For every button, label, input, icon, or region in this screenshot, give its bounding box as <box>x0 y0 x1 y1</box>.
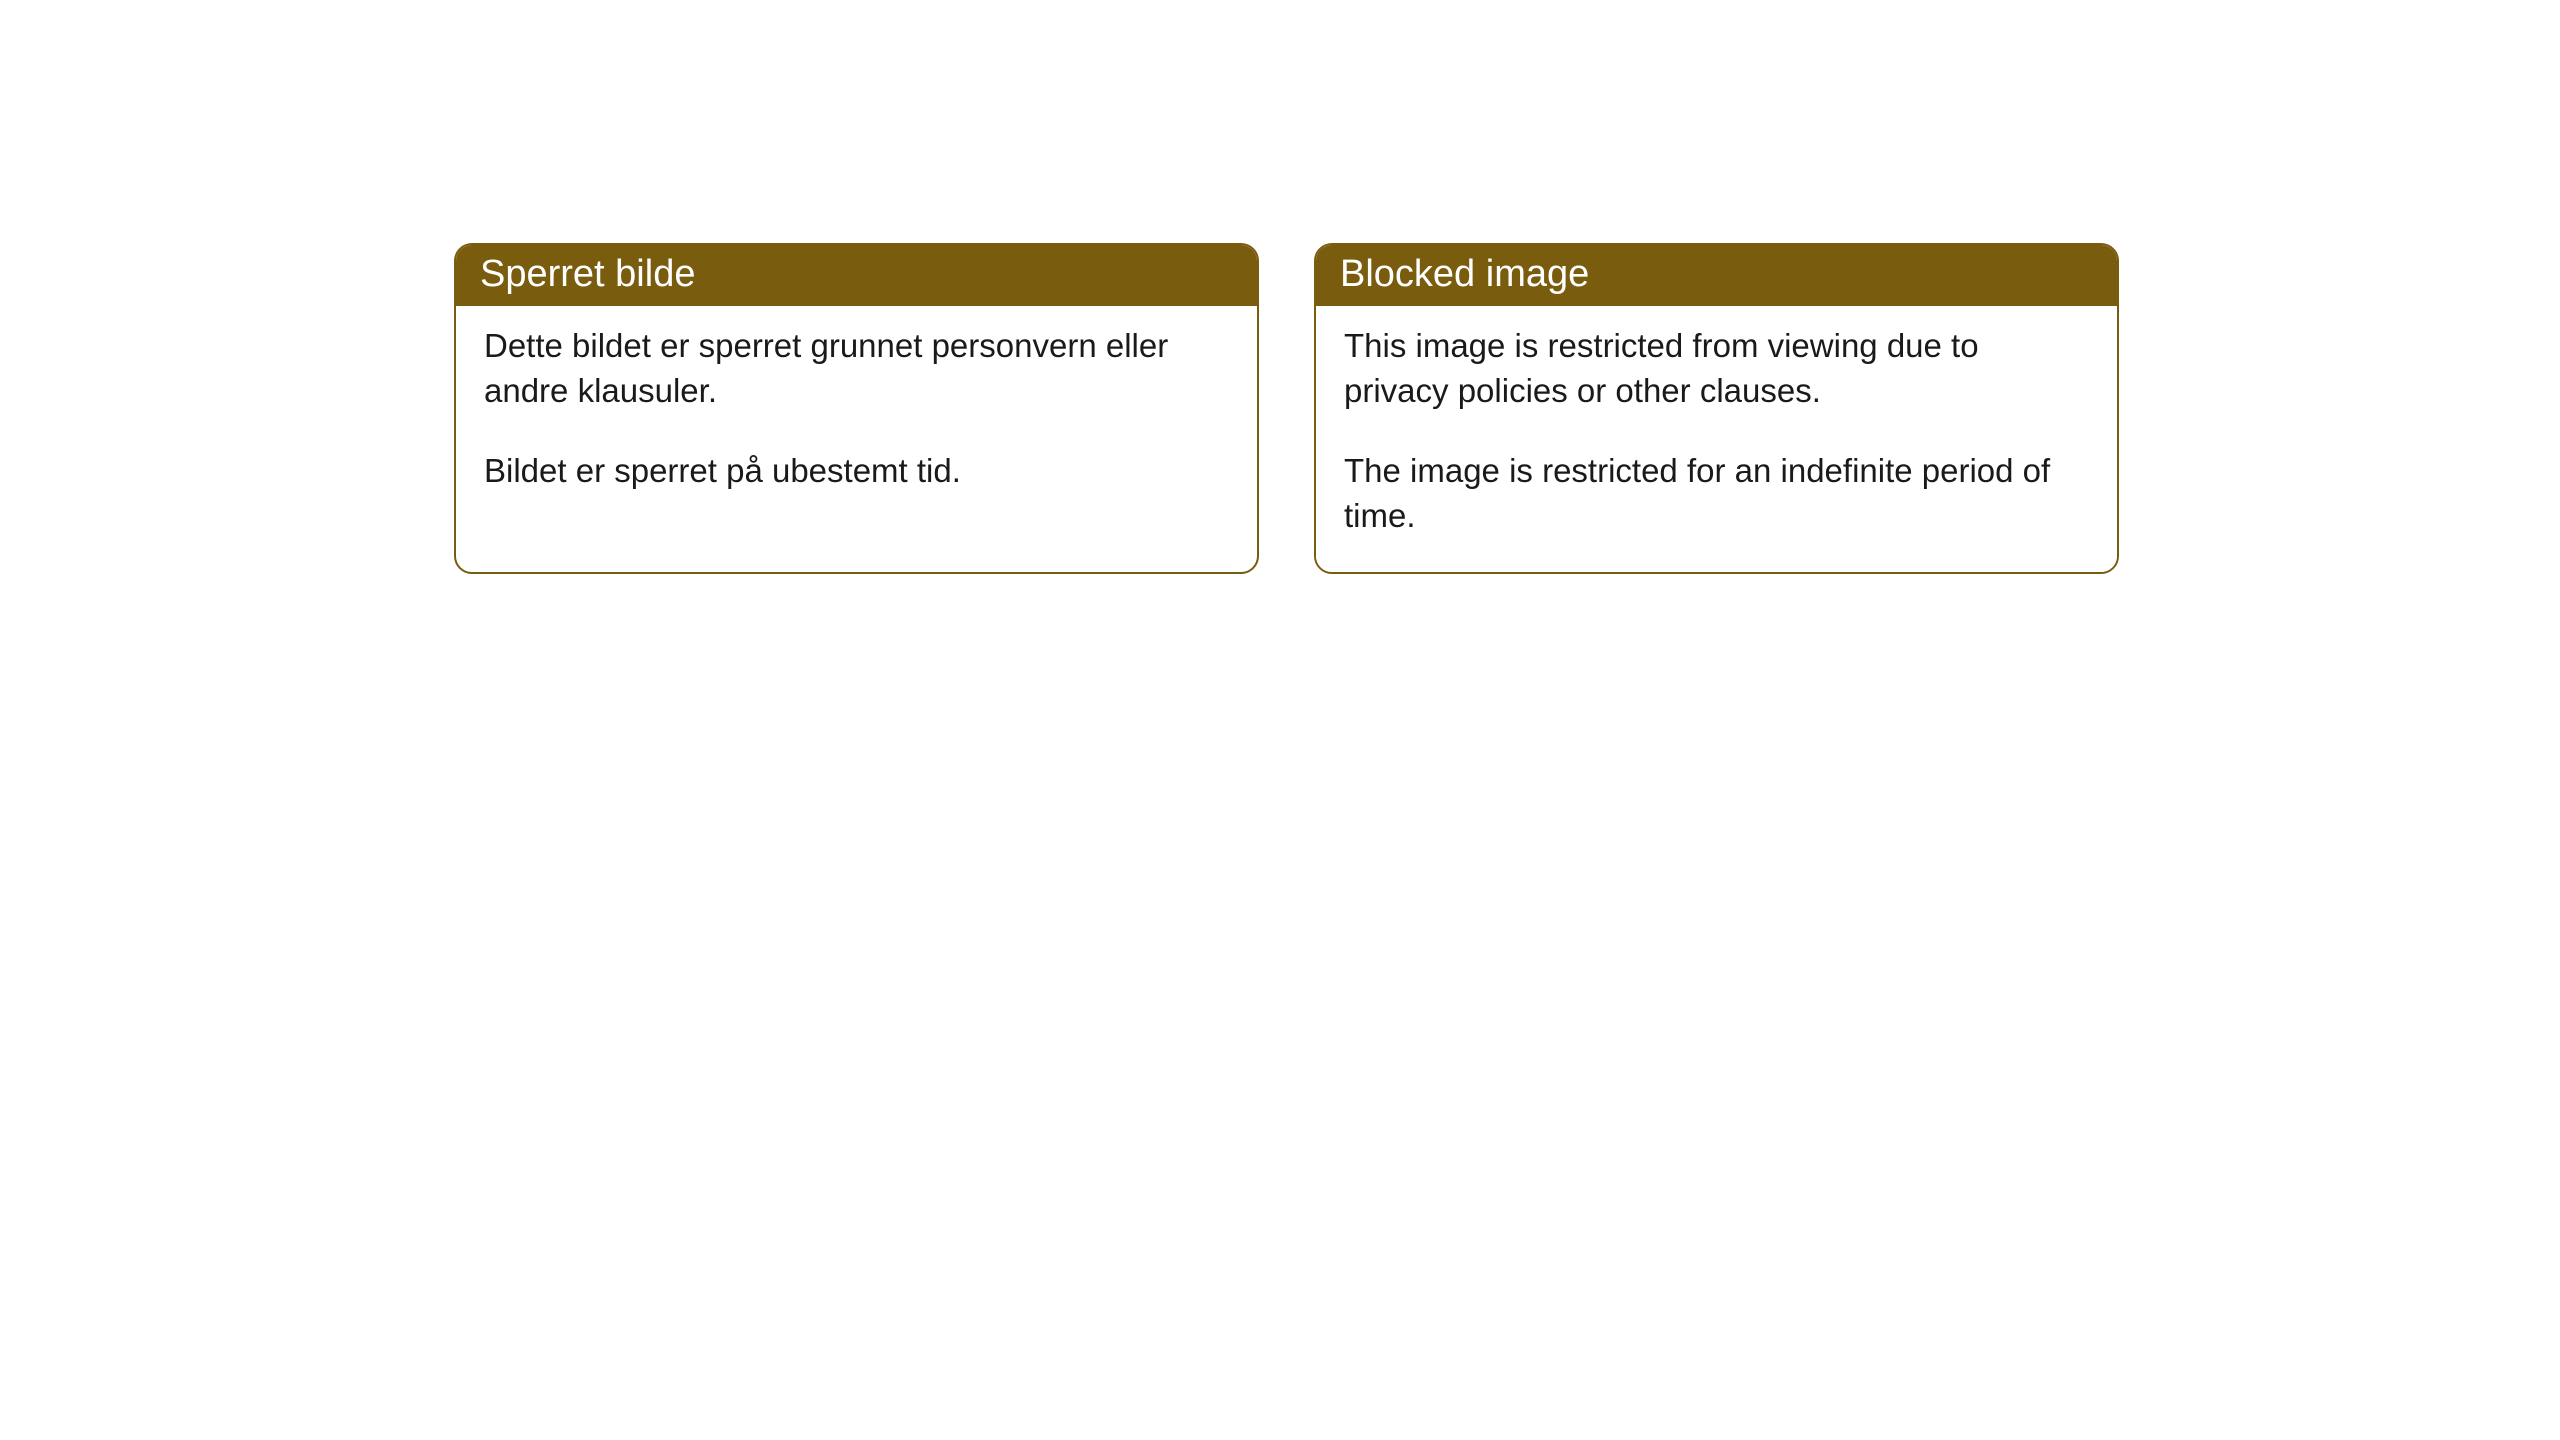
notice-container: Sperret bilde Dette bildet er sperret gr… <box>454 243 2119 574</box>
notice-card-english: Blocked image This image is restricted f… <box>1314 243 2119 574</box>
notice-body-norwegian: Dette bildet er sperret grunnet personve… <box>456 306 1257 528</box>
notice-text-norwegian-2: Bildet er sperret på ubestemt tid. <box>484 449 1229 494</box>
notice-text-norwegian-1: Dette bildet er sperret grunnet personve… <box>484 324 1229 413</box>
notice-header-norwegian: Sperret bilde <box>456 245 1257 306</box>
notice-card-norwegian: Sperret bilde Dette bildet er sperret gr… <box>454 243 1259 574</box>
notice-body-english: This image is restricted from viewing du… <box>1316 306 2117 572</box>
notice-header-english: Blocked image <box>1316 245 2117 306</box>
notice-text-english-2: The image is restricted for an indefinit… <box>1344 449 2089 538</box>
notice-text-english-1: This image is restricted from viewing du… <box>1344 324 2089 413</box>
